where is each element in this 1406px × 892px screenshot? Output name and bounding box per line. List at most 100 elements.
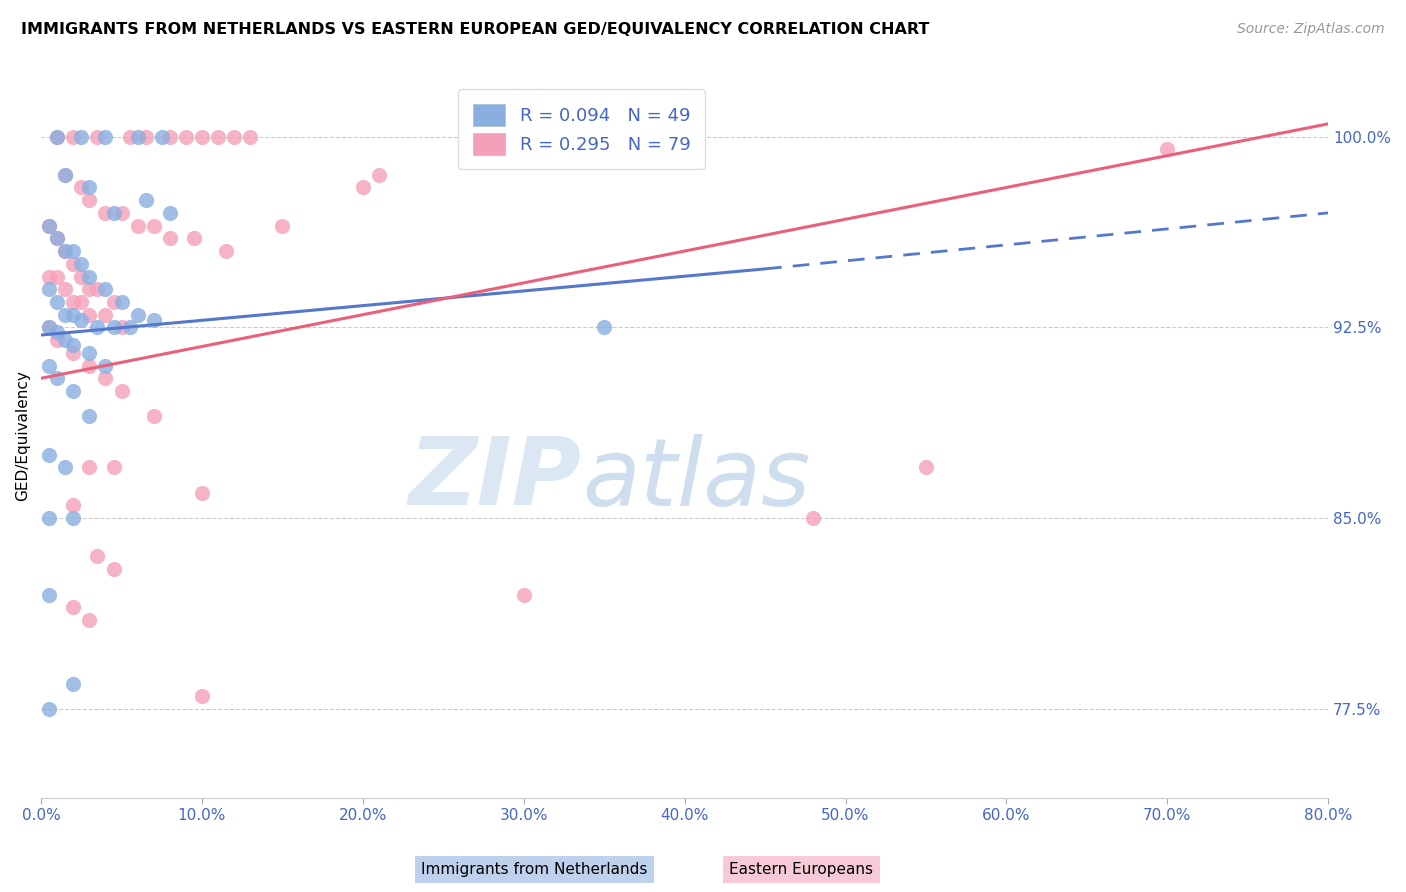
- Point: [62, 338, 84, 352]
- Point: [86, 320, 108, 334]
- Point: [79, 193, 101, 207]
- Point: [62, 257, 84, 271]
- Point: [53, 244, 76, 258]
- Point: [38, 448, 60, 462]
- Point: [46, 326, 69, 340]
- Point: [70, 257, 93, 271]
- Point: [62, 384, 84, 398]
- Point: [79, 282, 101, 296]
- Point: [103, 460, 125, 475]
- Point: [46, 269, 69, 284]
- Point: [135, 193, 157, 207]
- Point: [191, 690, 214, 704]
- Point: [94, 129, 117, 144]
- Point: [70, 180, 93, 194]
- Point: [79, 409, 101, 424]
- Text: Eastern Europeans: Eastern Europeans: [730, 863, 873, 877]
- Point: [62, 308, 84, 322]
- Point: [159, 206, 181, 220]
- Point: [79, 346, 101, 360]
- Point: [915, 460, 938, 475]
- Point: [159, 129, 181, 144]
- Point: [150, 129, 173, 144]
- Point: [191, 485, 214, 500]
- Point: [46, 231, 69, 245]
- Point: [142, 409, 165, 424]
- Point: [62, 295, 84, 310]
- Point: [79, 359, 101, 373]
- Point: [118, 129, 141, 144]
- Point: [110, 320, 132, 334]
- Point: [53, 244, 76, 258]
- Point: [94, 206, 117, 220]
- Point: [174, 129, 197, 144]
- Point: [224, 129, 246, 144]
- Point: [53, 282, 76, 296]
- Point: [70, 295, 93, 310]
- Point: [191, 129, 214, 144]
- Point: [103, 206, 125, 220]
- Point: [94, 308, 117, 322]
- Point: [94, 282, 117, 296]
- Point: [142, 219, 165, 233]
- Point: [62, 511, 84, 525]
- Point: [38, 359, 60, 373]
- Point: [94, 359, 117, 373]
- Point: [53, 308, 76, 322]
- Point: [62, 600, 84, 615]
- Point: [135, 129, 157, 144]
- Y-axis label: GED/Equivalency: GED/Equivalency: [15, 370, 30, 501]
- Point: [207, 129, 229, 144]
- Point: [159, 231, 181, 245]
- Point: [86, 282, 108, 296]
- Point: [62, 244, 84, 258]
- Text: atlas: atlas: [582, 434, 810, 524]
- Point: [110, 206, 132, 220]
- Point: [46, 231, 69, 245]
- Point: [70, 269, 93, 284]
- Point: [142, 312, 165, 326]
- Point: [38, 282, 60, 296]
- Text: Source: ZipAtlas.com: Source: ZipAtlas.com: [1237, 22, 1385, 37]
- Point: [127, 219, 149, 233]
- Text: IMMIGRANTS FROM NETHERLANDS VS EASTERN EUROPEAN GED/EQUIVALENCY CORRELATION CHAR: IMMIGRANTS FROM NETHERLANDS VS EASTERN E…: [21, 22, 929, 37]
- Point: [271, 219, 294, 233]
- Point: [801, 511, 824, 525]
- Point: [79, 613, 101, 627]
- Point: [239, 129, 262, 144]
- Point: [38, 219, 60, 233]
- Point: [38, 588, 60, 602]
- Point: [103, 562, 125, 576]
- Point: [46, 295, 69, 310]
- Point: [62, 676, 84, 690]
- Point: [62, 499, 84, 513]
- Point: [38, 219, 60, 233]
- Point: [513, 588, 536, 602]
- Point: [368, 168, 391, 182]
- Point: [53, 168, 76, 182]
- Point: [46, 129, 69, 144]
- Point: [53, 460, 76, 475]
- Point: [593, 320, 616, 334]
- Point: [46, 333, 69, 347]
- Point: [352, 180, 374, 194]
- Point: [94, 371, 117, 385]
- Point: [46, 371, 69, 385]
- Point: [62, 129, 84, 144]
- Point: [215, 244, 238, 258]
- Point: [86, 129, 108, 144]
- Point: [53, 333, 76, 347]
- Point: [38, 320, 60, 334]
- Point: [38, 702, 60, 716]
- Legend: R = 0.094   N = 49, R = 0.295   N = 79: R = 0.094 N = 49, R = 0.295 N = 79: [458, 89, 704, 169]
- Point: [103, 295, 125, 310]
- Point: [103, 320, 125, 334]
- Point: [70, 129, 93, 144]
- Point: [53, 168, 76, 182]
- Point: [79, 460, 101, 475]
- Point: [118, 320, 141, 334]
- Point: [79, 180, 101, 194]
- Point: [86, 549, 108, 564]
- Point: [38, 511, 60, 525]
- Point: [46, 129, 69, 144]
